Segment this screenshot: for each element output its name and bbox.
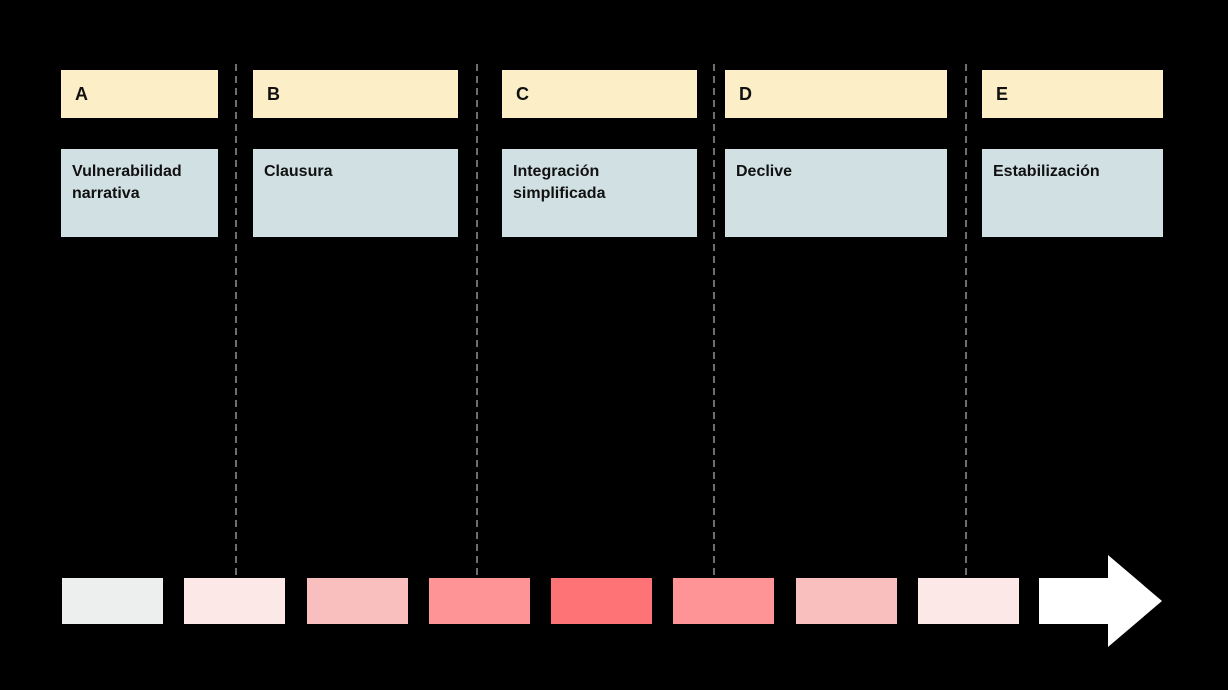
stage-header: E <box>982 70 1163 118</box>
stage-column-c: C Integración simplificada <box>502 70 697 237</box>
stage-header: B <box>253 70 458 118</box>
stage-column-a: A Vulnerabilidad narrativa <box>61 70 218 237</box>
intensity-cell <box>429 578 530 624</box>
intensity-cell <box>307 578 408 624</box>
stage-header: C <box>502 70 697 118</box>
stage-divider <box>235 64 237 578</box>
intensity-cell <box>551 578 652 624</box>
right-arrow-icon <box>1039 555 1162 647</box>
stage-letter: B <box>267 83 281 104</box>
stage-card: Clausura <box>253 149 458 237</box>
intensity-cell <box>918 578 1019 624</box>
stage-card: Vulnerabilidad narrativa <box>61 149 218 237</box>
stage-letter: D <box>739 83 753 104</box>
stage-card: Declive <box>725 149 947 237</box>
stage-label: Declive <box>736 163 793 180</box>
stage-label: Vulnerabilidad narrativa <box>72 163 182 202</box>
stage-card: Integración simplificada <box>502 149 697 237</box>
stage-column-d: D Declive <box>725 70 947 237</box>
stage-label: Clausura <box>264 163 333 180</box>
right-arrow-shape <box>1039 555 1162 647</box>
stage-letter: E <box>996 83 1009 104</box>
stage-column-b: B Clausura <box>253 70 458 237</box>
stage-divider <box>476 64 478 578</box>
stage-letter: C <box>516 83 530 104</box>
stage-divider <box>713 64 715 578</box>
stage-label: Integración simplificada <box>513 163 606 202</box>
stage-label: Estabilización <box>993 163 1100 180</box>
intensity-cell <box>796 578 897 624</box>
stage-header: A <box>61 70 218 118</box>
intensity-cell <box>184 578 285 624</box>
intensity-cell <box>62 578 163 624</box>
stage-column-e: E Estabilización <box>982 70 1163 237</box>
stage-divider <box>965 64 967 578</box>
intensity-cell <box>673 578 774 624</box>
stage-card: Estabilización <box>982 149 1163 237</box>
stage-header: D <box>725 70 947 118</box>
stage-letter: A <box>75 83 89 104</box>
